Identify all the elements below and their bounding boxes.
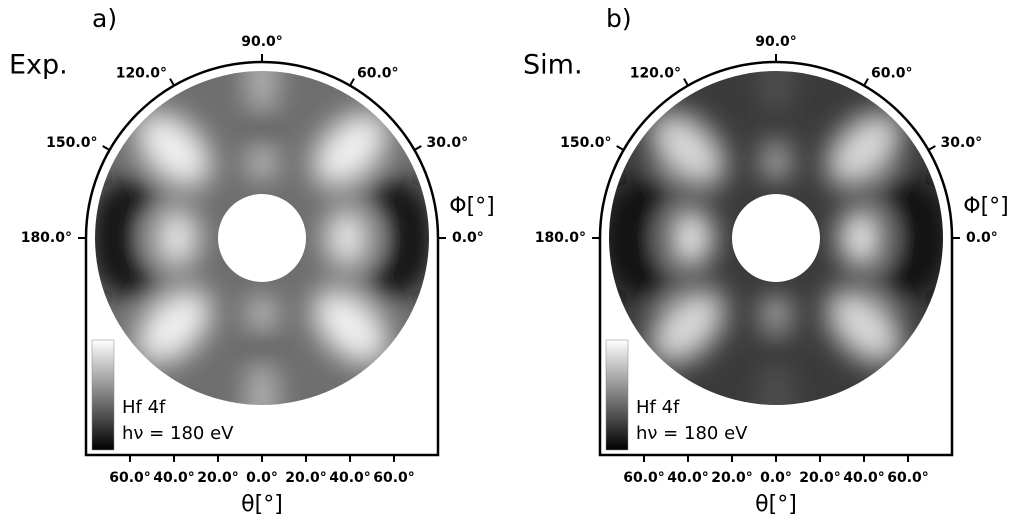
panel-label: b) [606,4,632,33]
angle-tick-label: 0.0° [452,230,484,246]
pattern-spot [390,183,429,293]
angle-tick-label: 60.0° [357,65,399,81]
pattern-spot [762,105,790,141]
panel-title: Exp. [9,50,68,81]
angle-tick [413,145,422,151]
x-tick-label: 20.0° [197,470,239,486]
x-tick-label: 60.0° [623,470,665,486]
pattern-spot [248,335,276,371]
angle-tick-label: 180.0° [21,230,72,246]
pattern-spot [826,112,902,188]
pattern-spot [95,183,134,293]
panel-title: Sim. [523,50,583,81]
frame [84,60,440,457]
pattern-blur [609,71,943,405]
pattern-spot [248,358,276,405]
pattern-spot [669,208,713,268]
pattern-spot [248,71,276,118]
angle-tick-label: 90.0° [755,34,797,50]
pattern-spot [248,105,276,141]
pattern-spot [633,173,674,214]
pattern-spot [762,335,790,371]
pattern-blur [95,71,429,405]
angle-tick-label: 120.0° [116,65,167,81]
annotation: Hf 4f [122,397,166,418]
pattern-spot [325,208,369,268]
angle-tick-label: 0.0° [966,230,998,246]
angle-tick-label: 30.0° [941,135,983,151]
pattern-spot [248,149,276,177]
pattern-spot [633,262,674,303]
angle-tick [169,78,175,87]
pattern-spot [762,149,790,177]
pattern-spot [364,262,405,303]
angle-tick [102,145,111,151]
pattern-spot [839,208,883,268]
x-tick-label: 0.0° [760,470,792,486]
pattern-spot [155,208,199,268]
pattern-spot [650,112,726,188]
pattern-spot [136,112,212,188]
x-tick-label: 40.0° [667,470,709,486]
x-tick-label: 60.0° [109,470,151,486]
pattern-image [95,71,429,405]
colorbar [91,339,115,451]
pattern-image [609,71,943,405]
annotation: hν = 180 eV [636,423,748,444]
x-tick-label: 60.0° [887,470,929,486]
pattern-spot [136,288,212,364]
hole [218,194,306,282]
pattern-spot [878,173,919,214]
pattern-spot [609,183,648,293]
angle-tick [863,78,869,87]
pattern-spot [119,262,160,303]
angle-tick [927,145,936,151]
angle-tick-label: 150.0° [46,135,97,151]
angle-axis-label: Φ[°] [449,194,494,219]
annotation: Hf 4f [636,397,680,418]
x-tick-label: 40.0° [153,470,195,486]
pattern-spot [119,173,160,214]
x-tick-label: 20.0° [285,470,327,486]
pattern-spot [762,358,790,405]
x-tick-label: 20.0° [711,470,753,486]
hole [732,194,820,282]
angle-tick-label: 60.0° [871,65,913,81]
pattern-spot [762,71,790,118]
pattern-spot [904,183,943,293]
frame [598,60,954,457]
annotation: hν = 180 eV [122,423,234,444]
panel-label: a) [92,4,117,33]
x-axis-label: θ[°] [241,492,283,517]
pattern-spot [312,288,388,364]
angle-tick [349,78,355,87]
x-tick-label: 40.0° [843,470,885,486]
angle-tick [616,145,625,151]
x-axis-label: θ[°] [755,492,797,517]
angle-tick-label: 150.0° [560,135,611,151]
angle-tick-label: 90.0° [241,34,283,50]
pattern-spot [364,173,405,214]
x-tick-label: 40.0° [329,470,371,486]
pattern-spot [762,299,790,327]
pattern-spot [248,299,276,327]
pattern-spot [650,288,726,364]
angle-tick-label: 120.0° [630,65,681,81]
pattern-spot [826,288,902,364]
angle-tick [683,78,689,87]
x-tick-label: 0.0° [246,470,278,486]
angle-axis-label: Φ[°] [963,194,1008,219]
pattern-spot [312,112,388,188]
x-tick-label: 60.0° [373,470,415,486]
colorbar [605,339,629,451]
angle-tick-label: 180.0° [535,230,586,246]
x-tick-label: 20.0° [799,470,841,486]
pattern-spot [878,262,919,303]
angle-tick-label: 30.0° [427,135,469,151]
